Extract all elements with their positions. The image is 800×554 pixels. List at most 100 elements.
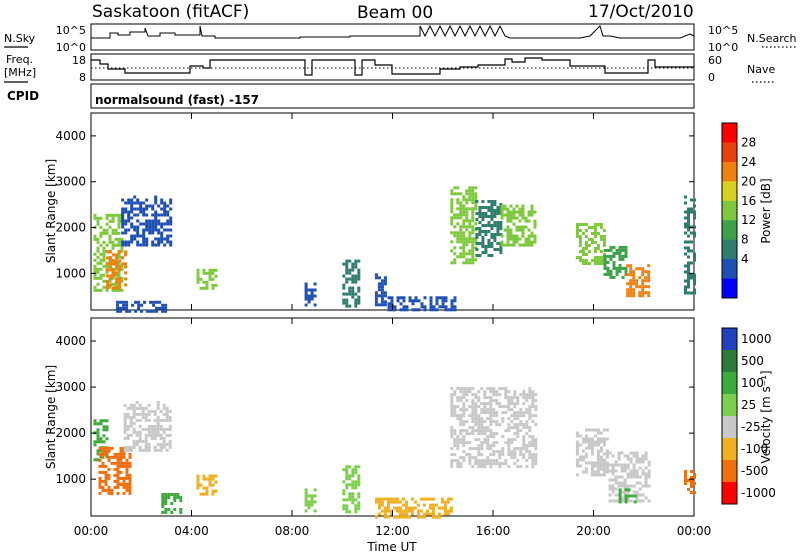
power-data-cell [474,207,478,211]
velocity-data-cell [599,440,603,444]
power-data-cell [304,291,308,295]
power-data-cell [109,250,113,254]
velocity-data-cell [138,445,142,449]
power-data-cell [493,221,497,224]
power-data-cell [462,225,466,229]
velocity-data-cell [614,463,618,467]
power-data-cell [111,240,115,244]
velocity-data-cell [395,509,399,513]
power-data-cell [93,273,97,277]
power-data-cell [160,207,164,211]
power-data-cell [468,249,472,253]
velocity-data-cell [489,459,493,463]
power-data-cell [462,237,466,241]
velocity-data-cell [483,408,487,412]
power-data-cell [462,198,466,202]
nsky-tick-top-right: 10^5 [708,24,738,37]
power-data-cell [202,271,206,275]
power-data-cell [512,240,516,244]
velocity-data-cell [383,512,387,516]
velocity-data-cell [196,483,200,487]
velocity-data-cell [531,435,535,439]
velocity-data-cell [486,441,490,445]
power-data-cell [348,271,352,275]
velocity-data-cell [168,415,172,419]
velocity-data-cell [596,455,600,459]
power-data-cell [603,260,607,264]
power-data-cell [357,286,361,290]
velocity-data-cell [593,473,597,477]
power-data-cell [506,237,510,241]
power-data-cell [471,207,475,211]
power-data-cell [387,308,391,312]
power-data-cell [142,222,146,226]
power-data-cell [99,273,103,277]
power-data-cell [354,304,358,308]
power-data-cell [423,296,427,300]
velocity-data-cell [104,476,108,480]
power-data-cell [593,250,597,253]
power-data-cell [518,243,522,247]
velocity-data-cell [98,458,102,462]
velocity-data-cell [116,491,120,495]
velocity-data-cell [104,452,108,456]
velocity-data-cell [498,405,502,409]
velocity-data-cell [492,444,496,448]
power-data-cell [468,207,472,211]
power-data-cell [169,222,173,226]
velocity-data-cell [587,446,591,450]
velocity-data-cell [459,423,463,427]
power-data-cell [459,225,463,229]
power-data-cell [380,288,384,292]
power-data-cell [465,252,469,256]
velocity-data-cell [531,441,535,445]
velocity-data-cell [584,461,588,465]
velocity-data-cell [495,399,499,403]
power-data-cell [596,259,600,262]
velocity-data-cell [590,470,594,474]
power-data-cell [444,308,448,312]
power-data-cell [396,299,400,303]
power-data-cell [121,231,125,235]
time-tick-label: 00:00 [74,524,109,538]
power-data-cell [456,213,460,217]
power-data-cell [626,294,630,298]
velocity-data-cell [147,418,151,422]
velocity-data-cell [516,411,520,415]
velocity-data-cell [477,390,481,394]
power-data-cell [357,277,361,281]
velocity-data-cell [495,402,499,406]
velocity-data-cell [164,511,168,514]
velocity-data-cell [504,405,508,409]
velocity-data-cell [483,393,487,397]
velocity-data-cell [489,408,493,412]
velocity-data-cell [443,506,447,510]
power-data-cell [599,235,603,238]
power-data-cell [609,248,613,252]
power-colorbar-segment [722,161,737,182]
power-ytick-label: 1000 [55,266,86,280]
velocity-data-cell [113,467,117,471]
power-data-cell [641,270,645,274]
velocity-data-cell [122,485,126,489]
power-data-cell [453,296,457,300]
velocity-data-cell [483,462,487,466]
velocity-data-cell [450,405,454,409]
velocity-data-cell [357,507,361,511]
power-data-cell [487,242,491,245]
power-data-cell [102,285,106,289]
velocity-data-cell [392,497,396,501]
velocity-data-cell [644,481,648,485]
velocity-data-cell [618,488,622,492]
power-data-cell [624,245,628,249]
power-colorbar-tick: 28 [741,135,756,149]
velocity-data-cell [477,459,481,463]
power-data-cell [348,304,352,308]
velocity-data-cell [459,417,463,421]
power-data-cell [450,240,454,244]
nsky-tick-bottom-left: 10^0 [56,41,86,54]
power-data-cell [345,277,349,281]
velocity-data-cell [507,438,511,442]
velocity-data-cell [528,450,532,454]
power-data-cell [465,225,469,229]
